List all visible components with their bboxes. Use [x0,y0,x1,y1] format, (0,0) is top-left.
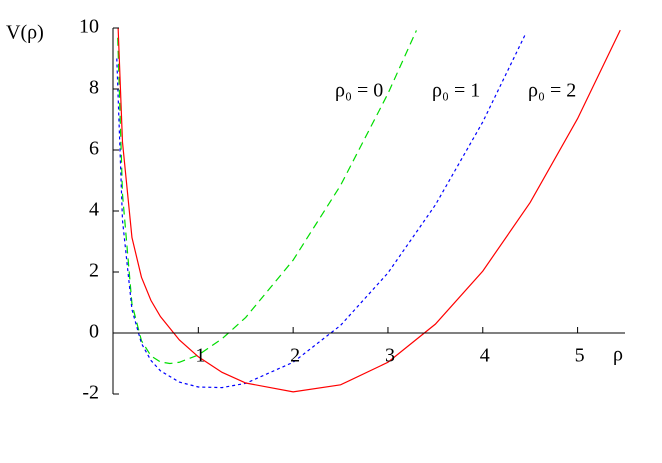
y-tick-label: 4 [89,199,99,221]
y-tick-label: 0 [89,321,99,343]
x-tick-label: 4 [480,345,490,367]
curve-label: ρ₀ = 1 [432,80,480,102]
y-axis-label: V(ρ) [6,22,44,44]
x-tick-label: 2 [290,345,300,367]
x-axis-label: ρ [613,344,623,366]
curve-label: ρ₀ = 2 [528,80,576,102]
x-tick-label: 5 [575,345,585,367]
curve [117,28,621,393]
curve [117,30,417,365]
curve-label: ρ₀ = 0 [335,80,383,102]
y-tick-label: 2 [89,260,99,282]
y-tick-label: 10 [79,16,99,38]
y-tick-label: -2 [82,382,99,404]
x-tick-label: 3 [385,345,395,367]
y-tick-label: 8 [89,77,99,99]
y-tick-label: 6 [89,138,99,160]
x-tick-label: 1 [195,345,205,367]
plot-area [116,28,621,393]
curve [116,33,526,389]
